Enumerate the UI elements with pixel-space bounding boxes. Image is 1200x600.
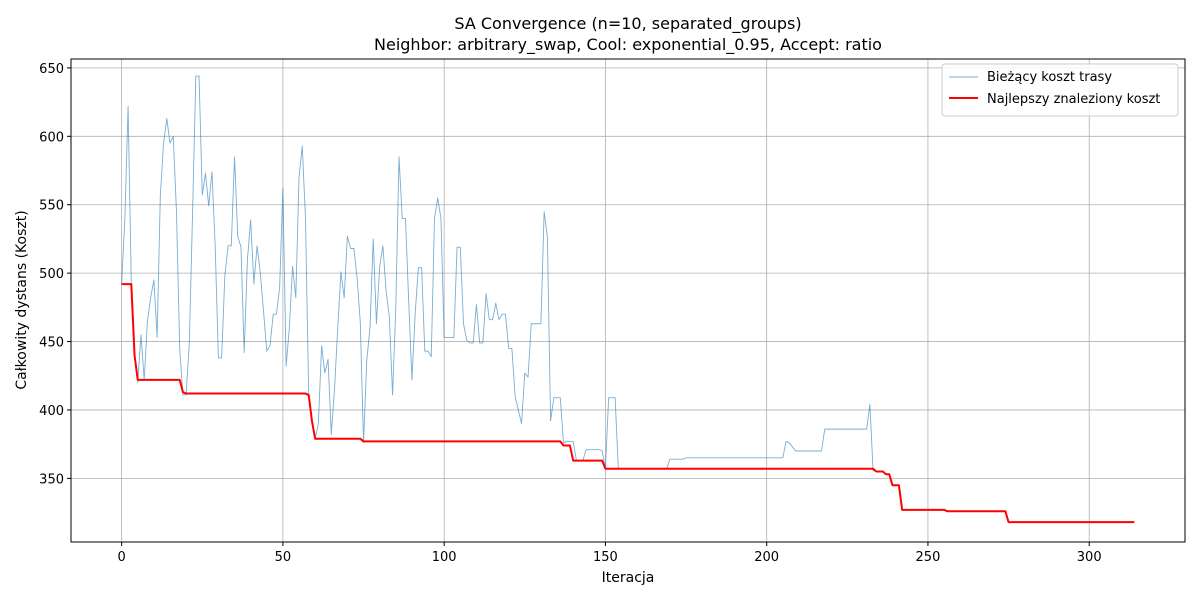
y-tick-label: 500 — [39, 267, 64, 282]
legend-box — [941, 63, 1179, 117]
y-axis-label: Całkowity dystans (Koszt) — [14, 210, 30, 389]
y-tick-label: 350 — [39, 472, 64, 487]
x-tick-label: 300 — [1077, 550, 1102, 565]
y-tick-label: 600 — [39, 130, 64, 145]
x-tick-label: 200 — [754, 550, 779, 565]
x-tick-label: 100 — [432, 550, 457, 565]
legend-label-best-cost: Najlepszy znaleziony koszt — [987, 92, 1160, 107]
chart-title: SA Convergence (n=10, separated_groups) — [454, 14, 801, 34]
chart-subtitle: Neighbor: arbitrary_swap, Cool: exponent… — [374, 35, 882, 55]
plot-frame — [70, 58, 1186, 543]
x-axis-ticks: 0 50 100 150 200 250 300 — [117, 542, 1102, 565]
y-tick-label: 550 — [39, 199, 64, 214]
grid-lines — [71, 59, 1185, 542]
y-tick-label: 400 — [39, 404, 64, 419]
y-tick-label: 650 — [39, 62, 64, 77]
x-tick-label: 250 — [916, 550, 941, 565]
x-axis-label: Iteracja — [602, 570, 655, 586]
legend-label-current-cost: Bieżący koszt trasy — [987, 70, 1112, 85]
legend: Bieżący koszt trasy Najlepszy znaleziony… — [941, 63, 1179, 117]
y-tick-label: 450 — [39, 336, 64, 351]
series-lines — [121, 75, 1135, 524]
y-axis-ticks: 350 400 450 500 550 600 650 — [39, 62, 71, 487]
x-tick-label: 0 — [117, 550, 125, 565]
series-line-current-cost — [121, 75, 874, 472]
x-tick-label: 150 — [593, 550, 618, 565]
series-line-best-cost — [121, 283, 1135, 524]
x-tick-label: 50 — [275, 550, 292, 565]
